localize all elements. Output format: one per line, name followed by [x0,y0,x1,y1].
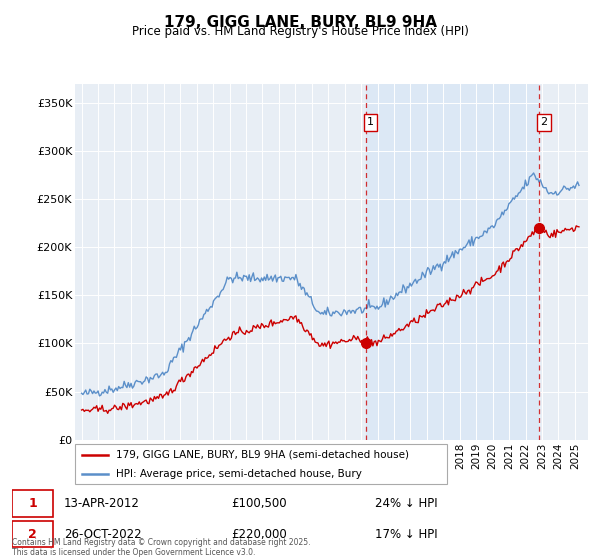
Text: £100,500: £100,500 [231,497,287,510]
Text: HPI: Average price, semi-detached house, Bury: HPI: Average price, semi-detached house,… [116,469,362,478]
Text: 2: 2 [28,528,37,541]
Text: 179, GIGG LANE, BURY, BL9 9HA (semi-detached house): 179, GIGG LANE, BURY, BL9 9HA (semi-deta… [116,450,409,460]
Text: £220,000: £220,000 [231,528,287,541]
FancyBboxPatch shape [12,491,53,516]
Text: 1: 1 [367,118,374,128]
FancyBboxPatch shape [12,521,53,547]
Text: 1: 1 [28,497,37,510]
Text: Contains HM Land Registry data © Crown copyright and database right 2025.
This d: Contains HM Land Registry data © Crown c… [12,538,311,557]
Text: 13-APR-2012: 13-APR-2012 [64,497,140,510]
FancyBboxPatch shape [75,444,447,484]
Text: 2: 2 [541,118,547,128]
Text: 17% ↓ HPI: 17% ↓ HPI [375,528,437,541]
Bar [365,84,539,440]
Text: 179, GIGG LANE, BURY, BL9 9HA: 179, GIGG LANE, BURY, BL9 9HA [163,15,437,30]
Text: 24% ↓ HPI: 24% ↓ HPI [375,497,437,510]
Text: 26-OCT-2022: 26-OCT-2022 [64,528,142,541]
Text: Price paid vs. HM Land Registry's House Price Index (HPI): Price paid vs. HM Land Registry's House … [131,25,469,38]
